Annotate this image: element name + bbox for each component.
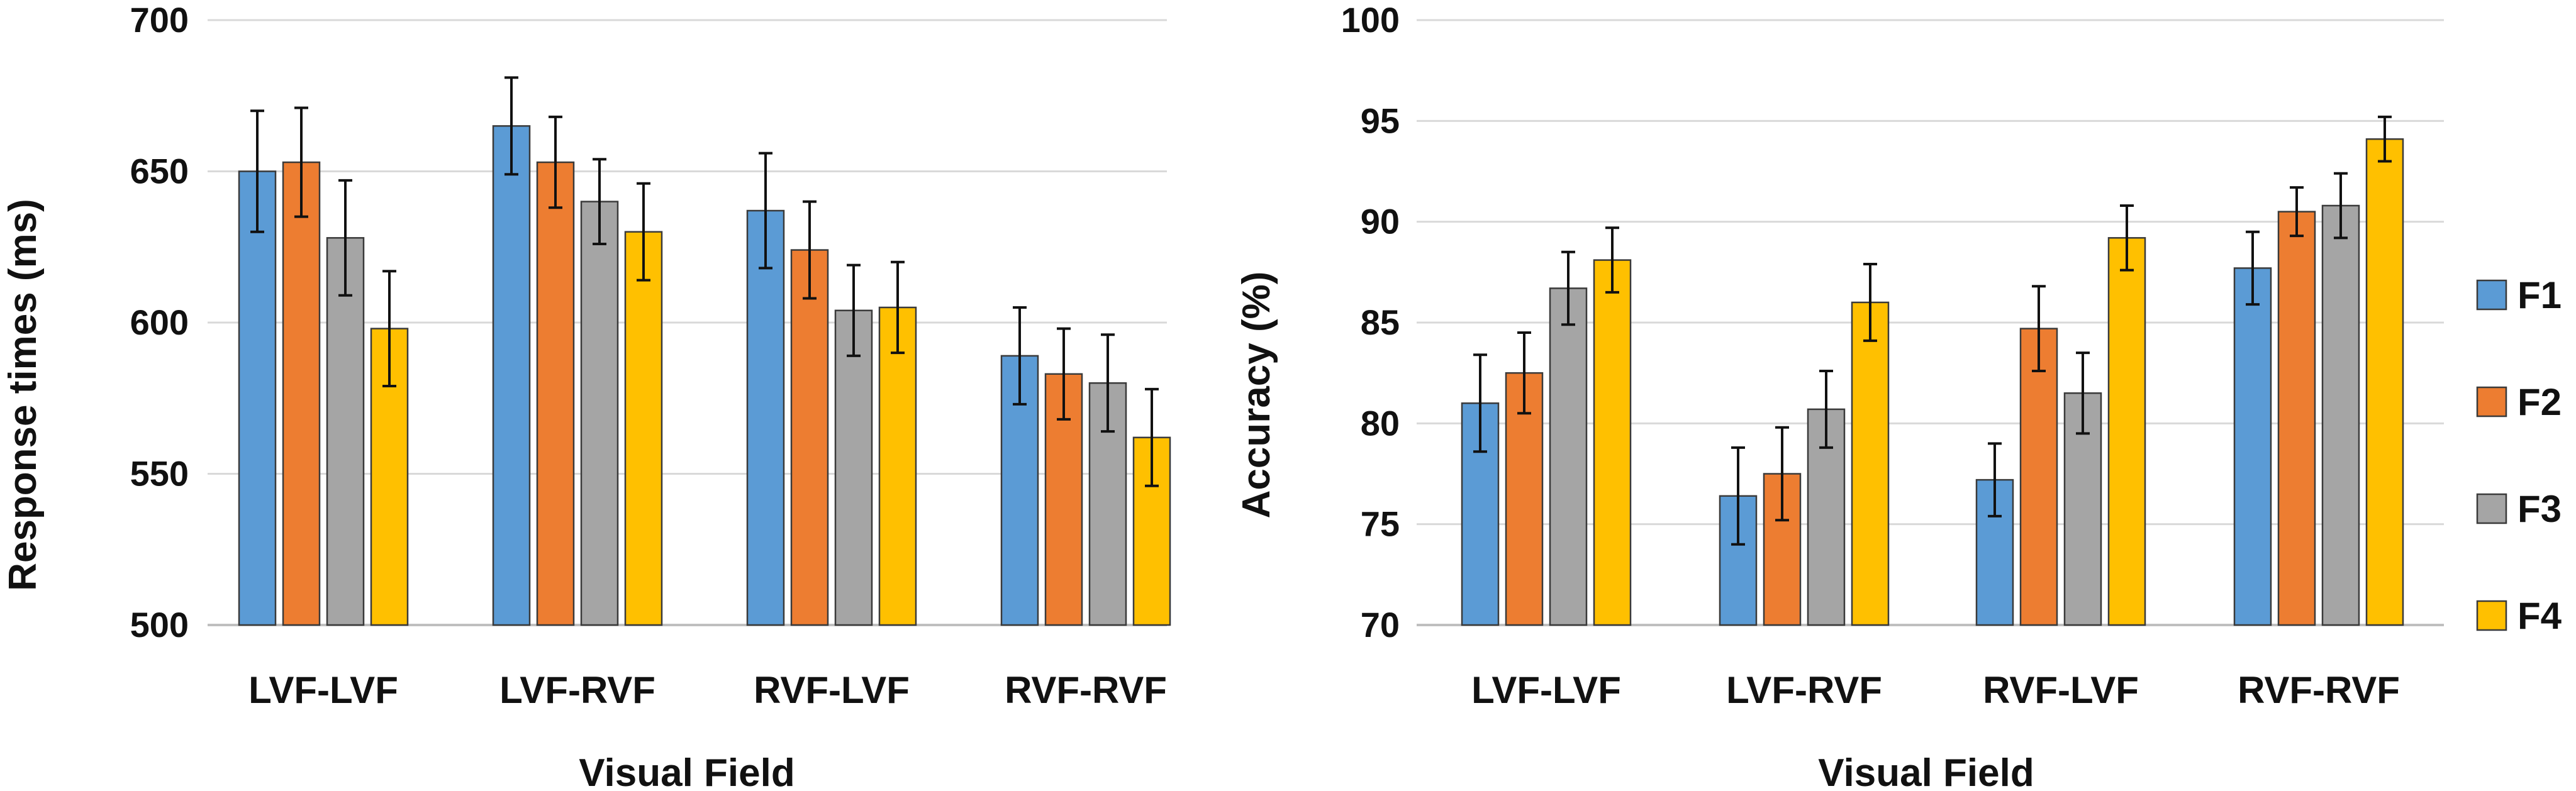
legend-swatch-f4: [2476, 600, 2507, 631]
response-times-bar-f3-lvf-rvf: [580, 201, 619, 626]
accuracy-y-axis-title: Accuracy (%): [1235, 272, 1278, 519]
response-times-error-bar-f3-lvf-lvf: [338, 179, 352, 297]
accuracy-bar-f1-rvf-rvf: [2233, 267, 2272, 626]
accuracy-y-tick-label: 80: [1361, 403, 1400, 443]
response-times-error-bar-f4-lvf-lvf: [382, 270, 396, 388]
accuracy-bar-f4-lvf-rvf: [1851, 301, 1890, 626]
response-times-bar-f3-rvf-lvf: [834, 309, 873, 626]
accuracy-y-tick-label: 85: [1361, 302, 1400, 342]
accuracy-bar-f4-rvf-lvf: [2107, 237, 2146, 626]
response-times-error-bar-f3-rvf-lvf: [847, 263, 861, 357]
legend-label-f3: F3: [2517, 488, 2562, 530]
accuracy-error-bar-f2-lvf-rvf: [1775, 426, 1789, 522]
response-times-error-bar-f3-lvf-rvf: [593, 158, 606, 245]
response-times-error-bar-f1-rvf-rvf: [1013, 306, 1027, 406]
accuracy-error-bar-f1-lvf-rvf: [1731, 446, 1745, 546]
response-times-x-axis-title: Visual Field: [579, 751, 795, 791]
response-times-y-tick-label: 500: [130, 605, 189, 644]
accuracy-error-bar-f1-rvf-lvf: [1988, 442, 2002, 517]
legend-swatch-f3: [2476, 493, 2507, 524]
accuracy-error-bar-f2-lvf-lvf: [1517, 331, 1531, 415]
response-times-error-bar-f3-rvf-rvf: [1101, 333, 1115, 433]
accuracy-error-bar-f4-lvf-lvf: [1605, 226, 1619, 294]
response-times-error-bar-f4-lvf-rvf: [637, 182, 650, 282]
response-times-category-label: RVF-LVF: [754, 669, 910, 711]
accuracy-error-bar-f4-rvf-rvf: [2378, 115, 2392, 163]
response-times-error-bar-f2-rvf-lvf: [803, 200, 817, 300]
accuracy-error-bar-f3-rvf-lvf: [2076, 351, 2090, 435]
accuracy-error-bar-f2-rvf-rvf: [2290, 186, 2304, 238]
accuracy-category-label: LVF-RVF: [1726, 669, 1882, 711]
accuracy-category-label: RVF-RVF: [2238, 669, 2400, 711]
accuracy-y-tick-label: 90: [1361, 202, 1400, 241]
response-times-y-tick-label: 600: [130, 302, 189, 342]
accuracy-error-bar-f3-lvf-rvf: [1819, 369, 1833, 449]
response-times-bar-f1-lvf-lvf: [238, 170, 277, 626]
accuracy-y-tick-label: 75: [1361, 504, 1400, 544]
response-times-y-tick-label: 700: [130, 0, 189, 40]
legend-swatch-f1: [2476, 279, 2507, 311]
accuracy-bar-f4-lvf-lvf: [1593, 259, 1632, 626]
accuracy-error-bar-f1-rvf-rvf: [2246, 230, 2260, 306]
response-times-error-bar-f2-lvf-lvf: [294, 106, 308, 218]
accuracy-bar-f2-rvf-lvf: [2019, 328, 2058, 626]
response-times-y-axis-title: Response times (ms): [1, 199, 45, 591]
accuracy-bar-f3-lvf-lvf: [1549, 287, 1588, 626]
accuracy-y-tick-label: 70: [1361, 605, 1400, 644]
accuracy-y-tick-label: 95: [1361, 101, 1400, 140]
accuracy-y-tick-label: 100: [1341, 0, 1400, 40]
accuracy-error-bar-f4-rvf-lvf: [2120, 204, 2134, 272]
response-times-error-bar-f4-rvf-lvf: [891, 260, 905, 355]
response-times-category-label: RVF-RVF: [1005, 669, 1167, 711]
response-times-category-label: LVF-RVF: [499, 669, 655, 711]
accuracy-bar-f3-rvf-rvf: [2321, 204, 2360, 626]
legend: F1 F2 F3 F4: [2476, 274, 2562, 637]
accuracy-bar-f2-lvf-lvf: [1505, 372, 1544, 626]
accuracy-chart: 70 75 80 85 90 95 100 LVF-LVF LVF-RVF RVF-LVF RVF…: [1235, 0, 2444, 791]
response-times-bar-f4-rvf-lvf: [878, 306, 917, 626]
accuracy-error-bar-f2-rvf-lvf: [2032, 285, 2046, 372]
accuracy-category-label: LVF-LVF: [1471, 669, 1621, 711]
legend-label-f1: F1: [2517, 274, 2562, 316]
accuracy-bar-f4-rvf-rvf: [2365, 138, 2404, 626]
response-times-bar-f3-lvf-lvf: [326, 237, 365, 626]
response-times-bar-f2-rvf-lvf: [790, 249, 829, 626]
legend-swatch-f2: [2476, 386, 2507, 418]
response-times-category-label: LVF-LVF: [248, 669, 398, 711]
legend-label-f4: F4: [2517, 595, 2562, 637]
accuracy-error-bar-f4-lvf-rvf: [1863, 263, 1877, 342]
response-times-error-bar-f2-rvf-rvf: [1057, 327, 1071, 421]
response-times-error-bar-f2-lvf-rvf: [549, 115, 562, 209]
accuracy-category-label: RVF-LVF: [1983, 669, 2139, 711]
response-times-bar-f4-lvf-rvf: [624, 231, 663, 626]
response-times-bar-f2-lvf-lvf: [282, 161, 321, 626]
response-times-y-tick-label: 650: [130, 152, 189, 191]
response-times-chart: 500 550 600 650 700 LVF-LVF LVF-RVF RVF-LVF RVF…: [1, 0, 1171, 791]
legend-label-f2: F2: [2517, 381, 2562, 423]
accuracy-bar-f2-rvf-rvf: [2277, 211, 2316, 626]
response-times-error-bar-f1-rvf-lvf: [759, 152, 772, 270]
accuracy-error-bar-f3-lvf-lvf: [1561, 250, 1575, 326]
response-times-error-bar-f1-lvf-rvf: [505, 76, 518, 176]
response-times-y-tick-label: 550: [130, 454, 189, 494]
response-times-bar-f4-lvf-lvf: [370, 328, 409, 626]
accuracy-error-bar-f1-lvf-lvf: [1473, 353, 1487, 453]
response-times-error-bar-f1-lvf-lvf: [250, 109, 264, 233]
response-times-bar-f1-lvf-rvf: [492, 125, 531, 626]
response-times-error-bar-f4-rvf-rvf: [1145, 387, 1159, 487]
accuracy-x-axis-title: Visual Field: [1818, 751, 2034, 791]
response-times-bar-f2-lvf-rvf: [536, 161, 575, 626]
accuracy-error-bar-f3-rvf-rvf: [2334, 172, 2348, 240]
response-times-bar-f1-rvf-lvf: [746, 209, 785, 626]
